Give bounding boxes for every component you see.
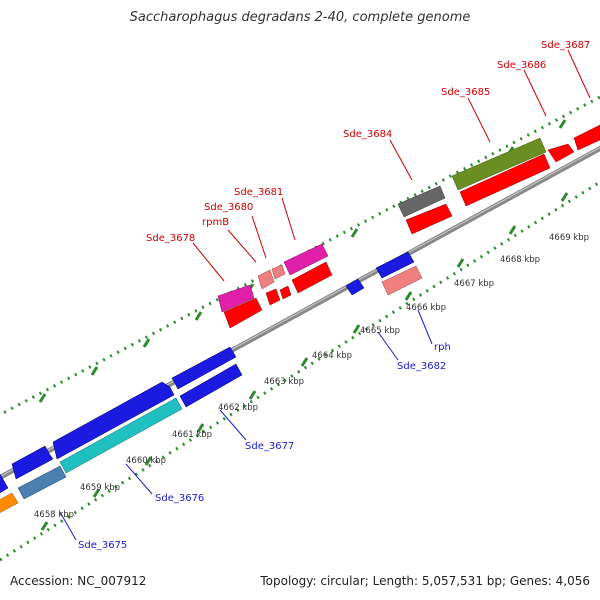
gene-block bbox=[459, 153, 551, 207]
gene-label: Sde_3677 bbox=[245, 441, 294, 452]
gene-label: Sde_3676 bbox=[155, 493, 204, 504]
gene-sde3684 bbox=[397, 185, 446, 218]
gene-label: Sde_3684 bbox=[343, 129, 392, 140]
bottom-dotted-track bbox=[0, 180, 600, 562]
gene-sde3677 bbox=[179, 363, 243, 408]
gene-block bbox=[279, 285, 292, 300]
gene-sde3681 bbox=[283, 243, 329, 276]
gene-label: Sde_3681 bbox=[234, 187, 283, 198]
leader-lines-bottom bbox=[59, 309, 433, 541]
gene-block bbox=[52, 381, 175, 460]
kbp-label: 4665 kbp bbox=[360, 326, 400, 336]
kbp-label: 4669 kbp bbox=[549, 233, 589, 243]
gene-block bbox=[265, 288, 281, 306]
genome-summary-text: Topology: circular; Length: 5,057,531 bp… bbox=[260, 574, 590, 588]
kbp-label: 4668 kbp bbox=[500, 255, 540, 265]
kbp-label: 4661 kbp bbox=[172, 430, 212, 440]
leader-lines-top bbox=[192, 49, 591, 282]
gene-block bbox=[405, 203, 453, 235]
gene-sde3687 bbox=[573, 124, 600, 151]
gene-sde3685 bbox=[451, 137, 547, 191]
gene-label: rph bbox=[434, 342, 451, 353]
kbp-label: 4663 kbp bbox=[264, 377, 304, 387]
gene-block bbox=[0, 492, 19, 513]
gene-block bbox=[291, 261, 333, 294]
gene-sde3680 bbox=[257, 269, 275, 290]
kbp-label: 4659 kbp bbox=[80, 483, 120, 493]
gene-block bbox=[345, 278, 365, 296]
gene-rpmB bbox=[271, 264, 286, 280]
gene-label: Sde_3675 bbox=[78, 540, 127, 551]
gene-label: Sde_3687 bbox=[541, 40, 590, 51]
forward-strand-genes bbox=[0, 124, 600, 494]
gene-labels-top: Sde_3678 rpmB Sde_3680 Sde_3681 Sde_3684… bbox=[146, 40, 590, 244]
kbp-labels: 4658 kbp 4659 kbp 4660 kbp 4661 kbp 4662… bbox=[34, 233, 589, 520]
gene-label: Sde_3686 bbox=[497, 60, 546, 71]
gene-block bbox=[11, 445, 54, 480]
kbp-label: 4666 kbp bbox=[406, 303, 446, 313]
kbp-label: 4660 kbp bbox=[126, 456, 166, 466]
gene-block bbox=[223, 297, 263, 329]
gene-label: Sde_3682 bbox=[397, 361, 446, 372]
gene-sde3686 bbox=[547, 143, 575, 163]
gene-sde3676 bbox=[59, 397, 183, 474]
gene-label: rpmB bbox=[202, 217, 229, 228]
gene-rph bbox=[381, 265, 423, 296]
gene-sde3678 bbox=[217, 284, 255, 313]
gene-labels-bottom: Sde_3675 Sde_3676 Sde_3677 Sde_3682 rph bbox=[78, 342, 451, 551]
gene-block bbox=[171, 346, 237, 390]
gene-block bbox=[0, 473, 9, 494]
kbp-label: 4664 kbp bbox=[312, 351, 352, 361]
reverse-strand-genes bbox=[0, 153, 551, 513]
accession-text: Accession: NC_007912 bbox=[10, 574, 147, 588]
gene-sde3675 bbox=[17, 465, 67, 500]
kbp-label: 4662 kbp bbox=[218, 403, 258, 413]
gene-label: Sde_3678 bbox=[146, 233, 195, 244]
kbp-label: 4667 kbp bbox=[454, 279, 494, 289]
gene-label: Sde_3680 bbox=[204, 202, 253, 213]
map-title: Saccharophagus degradans 2-40, complete … bbox=[129, 10, 471, 25]
gene-label: Sde_3685 bbox=[441, 87, 490, 98]
kbp-label: 4658 kbp bbox=[34, 510, 74, 520]
bottom-major-ticks bbox=[40, 192, 569, 531]
gene-block bbox=[375, 251, 415, 279]
